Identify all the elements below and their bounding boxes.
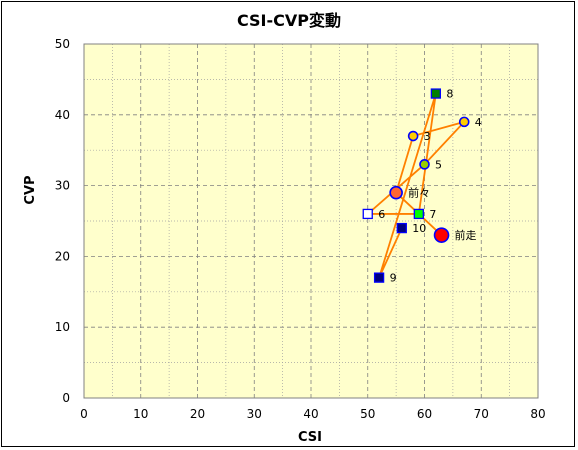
data-point xyxy=(419,159,430,170)
point-labels: 前走 前々 3 4 5 6 7 8 9 10 xyxy=(378,88,481,285)
point-label: 6 xyxy=(378,208,385,221)
x-tick-label: 0 xyxy=(80,407,88,421)
data-point xyxy=(396,222,407,234)
data-point xyxy=(373,272,385,283)
x-tick-label: 70 xyxy=(474,407,489,421)
data-point xyxy=(407,130,419,142)
point-label: 前々 xyxy=(408,186,430,200)
data-point xyxy=(430,88,442,99)
point-label: 3 xyxy=(424,130,431,143)
y-tick-label: 50 xyxy=(55,37,70,51)
y-tick-label: 30 xyxy=(55,179,70,193)
data-points xyxy=(362,88,470,283)
y-axis-label: CVP xyxy=(23,175,38,204)
plot-border xyxy=(83,43,539,399)
y-tick-label: 40 xyxy=(55,108,70,122)
x-tick-label: 20 xyxy=(190,407,205,421)
point-label: 10 xyxy=(412,222,426,235)
point-label: 4 xyxy=(475,116,482,129)
data-point xyxy=(433,227,450,243)
point-label: 前走 xyxy=(455,228,477,242)
point-label: 9 xyxy=(390,272,397,285)
y-tick-label: 0 xyxy=(62,391,70,405)
chart-title: CSI-CVP変動 xyxy=(237,11,341,30)
tick-labels: 0 10 20 30 40 50 60 70 80 0 10 20 30 40 50 xyxy=(55,37,546,421)
data-point xyxy=(458,116,470,128)
x-tick-label: 30 xyxy=(247,407,262,421)
y-tick-label: 10 xyxy=(55,320,70,334)
point-label: 8 xyxy=(446,88,453,101)
x-tick-label: 50 xyxy=(360,407,375,421)
data-point xyxy=(389,185,403,200)
data-point xyxy=(362,208,373,220)
data-point xyxy=(413,208,424,220)
x-tick-label: 40 xyxy=(303,407,318,421)
point-label: 5 xyxy=(435,158,442,171)
x-tick-label: 80 xyxy=(530,407,545,421)
x-tick-label: 60 xyxy=(417,407,432,421)
y-tick-label: 20 xyxy=(55,249,70,263)
point-label: 7 xyxy=(429,208,436,221)
x-tick-label: 10 xyxy=(133,407,148,421)
x-axis-label: CSI xyxy=(298,430,322,445)
